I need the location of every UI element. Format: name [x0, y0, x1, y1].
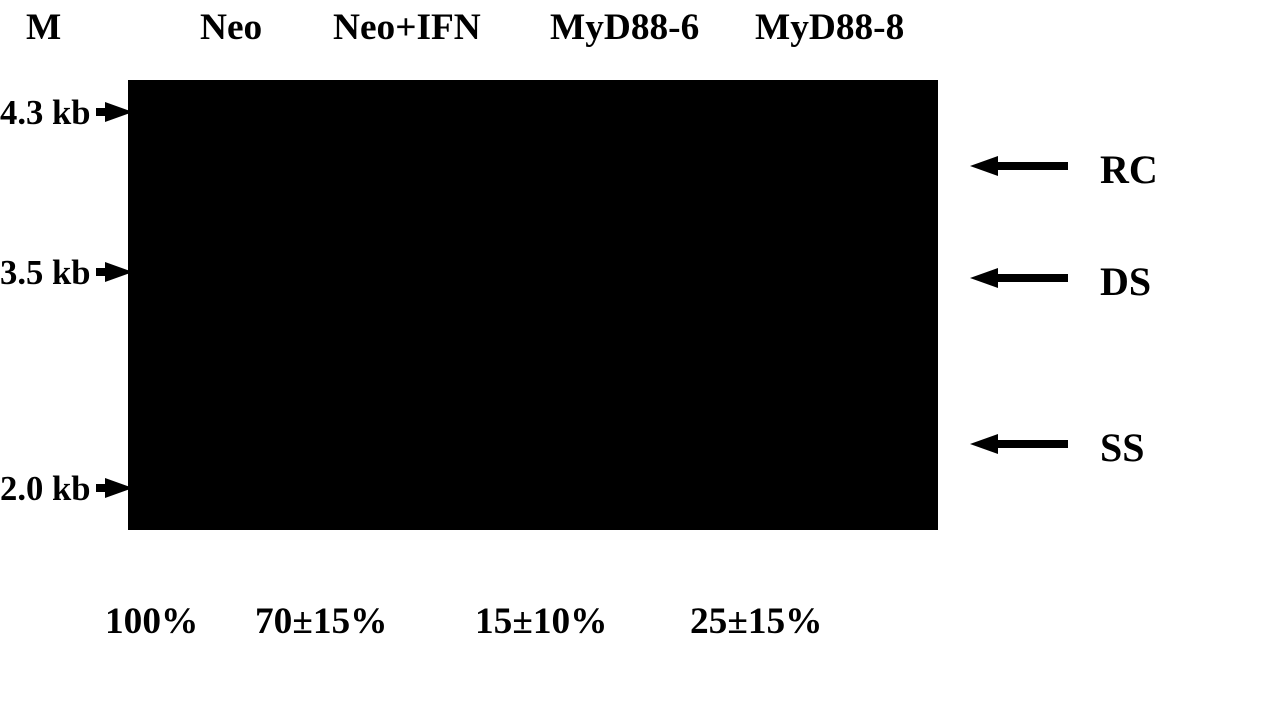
band-ds-arrow-stem	[998, 274, 1068, 282]
lane-1-label: Neo	[200, 6, 262, 49]
size-marker-1-arrow	[105, 102, 133, 122]
band-ss-arrow	[970, 434, 998, 454]
size-marker-2: 3.5 kb	[0, 254, 91, 293]
quantification-2: 70±15%	[255, 600, 387, 643]
quantification-3: 15±10%	[475, 600, 607, 643]
quantification-1: 100%	[105, 600, 198, 643]
band-ds-label: DS	[1100, 258, 1151, 305]
size-marker-1: 4.3 kb	[0, 94, 91, 133]
band-ss-label: SS	[1100, 424, 1145, 471]
size-marker-3: 2.0 kb	[0, 470, 91, 509]
lane-2-label: Neo+IFN	[333, 6, 481, 49]
band-rc-arrow	[970, 156, 998, 176]
band-ds-arrow	[970, 268, 998, 288]
blot-image	[128, 80, 938, 530]
band-rc-label: RC	[1100, 146, 1158, 193]
lane-4-label: MyD88-8	[755, 6, 904, 49]
band-rc-arrow-stem	[998, 162, 1068, 170]
lane-marker-label: M	[26, 6, 61, 49]
size-marker-3-arrow	[105, 478, 133, 498]
band-ss-arrow-stem	[998, 440, 1068, 448]
quantification-4: 25±15%	[690, 600, 822, 643]
size-marker-2-arrow	[105, 262, 133, 282]
lane-3-label: MyD88-6	[550, 6, 699, 49]
